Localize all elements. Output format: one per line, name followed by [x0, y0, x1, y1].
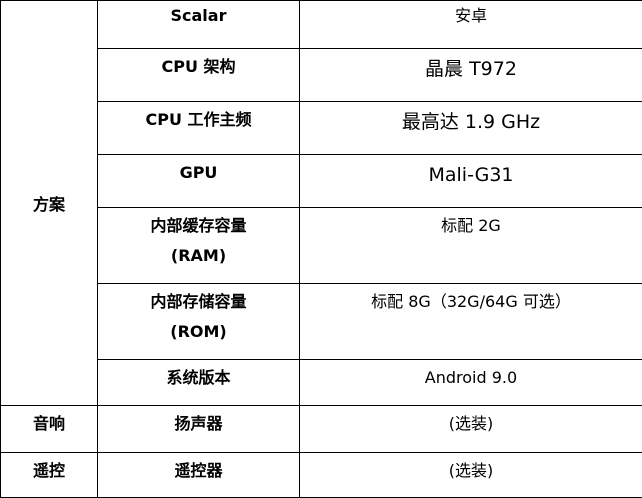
label-line: 内部存储容量: [150, 292, 247, 311]
category-cell: 方案: [0, 0, 98, 406]
value-cell: 晶晨 T972: [299, 48, 642, 102]
label-line: (RAM): [170, 246, 227, 265]
value-cell: 标配 8G（32G/64G 可选）: [299, 283, 642, 360]
label-line: (ROM): [170, 322, 227, 341]
value-cell: 安卓: [299, 0, 642, 49]
value-cell: (选装): [299, 452, 642, 498]
category-cell: 遥控: [0, 452, 98, 498]
label-cell: CPU 工作主频: [97, 101, 300, 155]
label-cell: 遥控器: [97, 452, 300, 498]
value-cell: 标配 2G: [299, 207, 642, 284]
table-row: 方案 Scalar 安卓: [0, 0, 642, 406]
table-row: 内部缓存容量 (RAM) 标配 2G: [1, 207, 642, 284]
table-row: CPU 架构 晶晨 T972: [1, 48, 642, 102]
table-row: 内部存储容量 (ROM) 标配 8G（32G/64G 可选）: [1, 283, 642, 360]
label-cell: CPU 架构: [97, 48, 300, 102]
label-cell: 扬声器: [97, 405, 300, 453]
value-cell: 最高达 1.9 GHz: [299, 101, 642, 155]
table-row: 系统版本 Android 9.0: [1, 359, 642, 406]
label-cell: 内部存储容量 (ROM): [97, 283, 300, 360]
label-cell: GPU: [97, 154, 300, 208]
table-row: 音响 扬声器 (选装): [0, 405, 642, 453]
category-cell: 音响: [0, 405, 98, 453]
value-cell: (选装): [299, 405, 642, 453]
label-cell: 系统版本: [97, 359, 300, 406]
value-cell: Android 9.0: [299, 359, 642, 406]
label-cell: 内部缓存容量 (RAM): [97, 207, 300, 284]
value-cell: Mali-G31: [299, 154, 642, 208]
table-row: CPU 工作主频 最高达 1.9 GHz: [1, 101, 642, 155]
table-row: GPU Mali-G31: [1, 154, 642, 208]
label-line: 内部缓存容量: [150, 216, 247, 235]
table-row: 遥控 遥控器 (选装): [0, 452, 642, 498]
label-cell: Scalar: [97, 0, 300, 49]
